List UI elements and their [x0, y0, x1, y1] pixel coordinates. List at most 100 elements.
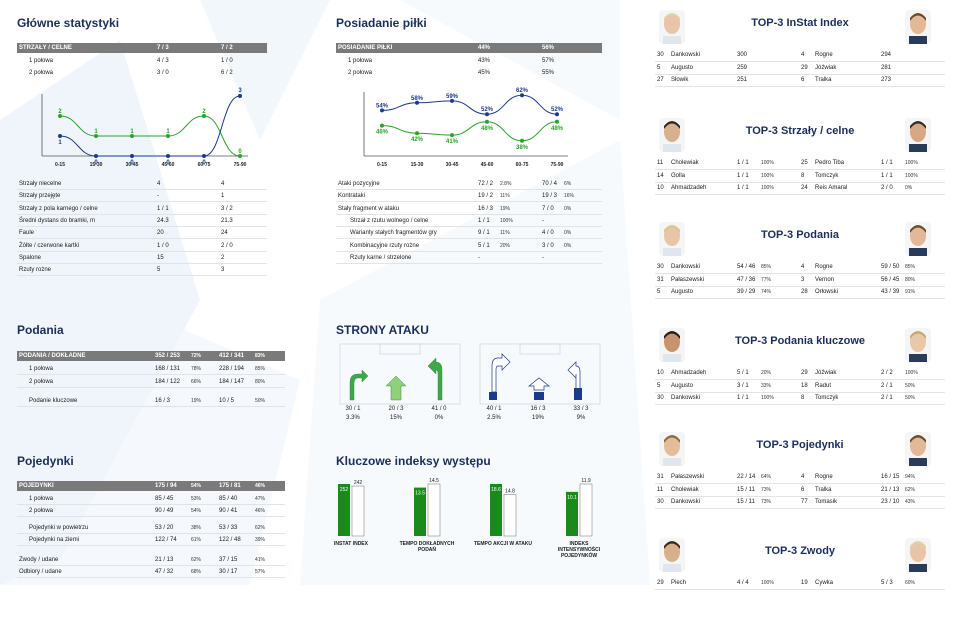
- duels-row-label: Odbiory / udane: [19, 569, 62, 575]
- top3-row-number-b: 4: [801, 52, 805, 58]
- possession-point-label: 48%: [481, 126, 494, 132]
- top3-row-player-a: Augusto: [671, 382, 694, 389]
- possession-row-value-b: 7 / 0: [542, 205, 554, 212]
- possession-point: [520, 138, 524, 143]
- top3-row-value-a: 259: [737, 64, 748, 71]
- top3-row-number-b: 29: [801, 64, 808, 71]
- shots-point: [166, 154, 170, 158]
- top3-row-player-b: Orłowski: [815, 289, 839, 295]
- kpi-bar-b: [579, 483, 593, 537]
- top3-row-number-b: 25: [801, 160, 808, 166]
- top3-row-value-b: 23 / 10: [881, 499, 900, 505]
- avatar: [659, 432, 685, 466]
- duels-row-pct-a: 53%: [191, 496, 202, 502]
- top3-row-number-b: 29: [801, 370, 808, 376]
- possession-header: POSIADANIE PIŁKI 44% 56%: [336, 43, 602, 53]
- shots-point-label: 0: [202, 160, 206, 166]
- passes-row-value-a: 16 / 3: [155, 398, 171, 404]
- top3-row-value-a: 1 / 1: [737, 395, 749, 401]
- passes-row-label: 1 połowa: [29, 366, 54, 372]
- top3-row-value-b: 21 / 13: [881, 486, 900, 493]
- duels-row-label: Zwody / udane: [19, 557, 59, 563]
- top3-row-pct-b: 100%: [905, 370, 918, 376]
- possession-point-label: 58%: [411, 96, 424, 102]
- duels-row-value-a: 21 / 13: [155, 557, 174, 563]
- top3-row-number-a: 30: [657, 264, 664, 270]
- attack-arrow-center-a: [385, 375, 407, 401]
- main-stats-row-value-b: 2 / 0: [221, 242, 233, 249]
- top3-block: TOP-3 Podania 30 Dankowski 54 / 46 85% 4 Rogne…: [655, 222, 945, 326]
- duels-row-value-a: 122 / 74: [155, 537, 177, 543]
- main-stats-row-value-b: 24: [221, 230, 228, 237]
- avatar: [905, 118, 931, 152]
- kpi-title: Kluczowe indeksy występu: [336, 454, 491, 468]
- possession-row-label: Kombinacyjne rzuty rożne: [350, 242, 420, 249]
- possession-row-pct-b: 0%: [564, 242, 572, 249]
- kpi-bar-b: [351, 485, 365, 537]
- attack-side-a-pct: 0%: [434, 415, 444, 421]
- kpi-bar-b: [503, 494, 517, 537]
- shots-point-label: 2: [202, 109, 206, 115]
- main-stats-row-label: Spalone: [19, 254, 42, 261]
- top3-row-value-a: 47 / 36: [737, 276, 756, 283]
- top3-row-pct-a: 20%: [761, 370, 772, 376]
- shots-point: [238, 94, 242, 98]
- top3-row-number-a: 14: [657, 172, 664, 179]
- passes-row-value-b: 10 / 5: [219, 398, 235, 404]
- duels-row-pct-a: 62%: [191, 557, 202, 563]
- top3-title: TOP-3 Podania kluczowe: [735, 335, 865, 347]
- top3-row: 5 Augusto 259 29 Jóźwiak 281: [655, 63, 945, 75]
- duels-row-label: 1 połowa: [29, 496, 54, 502]
- shots-point: [94, 154, 98, 158]
- shots-axis-tick: 30-45: [126, 162, 139, 168]
- shots-axis-tick: 0-15: [55, 162, 65, 168]
- possession-row-pct-a: 11%: [500, 230, 510, 237]
- possession-series-line-0: [381, 94, 558, 115]
- possession-row-pct-b: 0%: [564, 205, 572, 212]
- main-stats-row-label: Średni dystans do bramki, m: [19, 217, 96, 224]
- top3-row: 14 Golla 1 / 1 100% 8 Tomczyk 1 / 1 100%: [655, 171, 945, 183]
- top3-row-value-a: 3 / 1: [737, 382, 749, 389]
- duels-row-pct-a: 68%: [191, 569, 202, 575]
- top3-row-player-a: Dankowski: [671, 395, 701, 401]
- top3-block: TOP-3 Zwody 29 Piech 4 / 4 100% 19 Cywka 5 / 3 6…: [655, 538, 945, 642]
- shots-axis-tick: 15-30: [90, 162, 103, 168]
- top3-row-value-b: 5 / 3: [881, 580, 893, 586]
- kpi-label: INSTAT INDEX: [334, 541, 368, 547]
- possession-axis-tick: 75-90: [551, 162, 564, 168]
- possession-point-label: 54%: [376, 103, 389, 109]
- duels-row-pct-a: 54%: [191, 508, 202, 514]
- top3-row-pct-a: 64%: [761, 474, 772, 480]
- possession-row-value-a: -: [478, 254, 480, 261]
- shots-chart: 2 1 1 1 2 0 1 0 0 0 0 3 0-15 15-30 30-45 45-60 60-75 75-9…: [41, 88, 248, 168]
- top3-row-player-b: Tomczyk: [815, 172, 839, 179]
- top3-row-value-a: 300: [737, 52, 748, 58]
- top3-row-player-b: Jóźwiak: [815, 370, 837, 376]
- passes-row: Podanie kluczowe 16 / 3 19% 10 / 5 50%: [17, 396, 285, 407]
- shots-axis-tick: 45-60: [162, 162, 175, 168]
- top3-row: 5 Augusto 3 / 1 33% 18 Radut 2 / 1 50%: [655, 381, 945, 393]
- top3-row-number-a: 31: [657, 474, 664, 480]
- top3-row-value-b: 1 / 1: [881, 172, 893, 179]
- main-stats-row-label: Strzały niecelne: [19, 181, 62, 187]
- top3-row: 10 Ahmadzadeh 5 / 1 20% 29 Jóźwiak 2 / 2 100%: [655, 368, 945, 380]
- avatar: [905, 432, 931, 466]
- kpi-value-b: 14.5: [429, 478, 439, 484]
- top3-row-player-a: Pałaszewski: [671, 474, 705, 480]
- attack-side-a-pct: 3.3%: [346, 415, 360, 421]
- duels-row-label: Pojedynki na ziemi: [29, 537, 80, 543]
- passes-row-pct-b: 50%: [255, 398, 266, 404]
- top3-row-player-a: Dankowski: [671, 264, 701, 270]
- possession-row-label: Stały fragment w ataku: [338, 205, 400, 212]
- top3-row-player-b: Tralka: [815, 486, 832, 493]
- possession-point: [450, 98, 454, 103]
- kpi-value-a: 10.1: [567, 495, 577, 501]
- main-stats-row-value-a: -: [157, 193, 159, 200]
- possession-point-label: 48%: [551, 126, 564, 132]
- top3-row-pct-b: 85%: [905, 264, 916, 270]
- possession-row-value-a: 9 / 1: [478, 230, 490, 237]
- main-stats-row-value-a: 4: [157, 181, 161, 187]
- top3-row-number-b: 3: [801, 276, 805, 283]
- shots-point: [94, 134, 98, 138]
- attack-side-a-value: 41 / 0: [431, 406, 447, 412]
